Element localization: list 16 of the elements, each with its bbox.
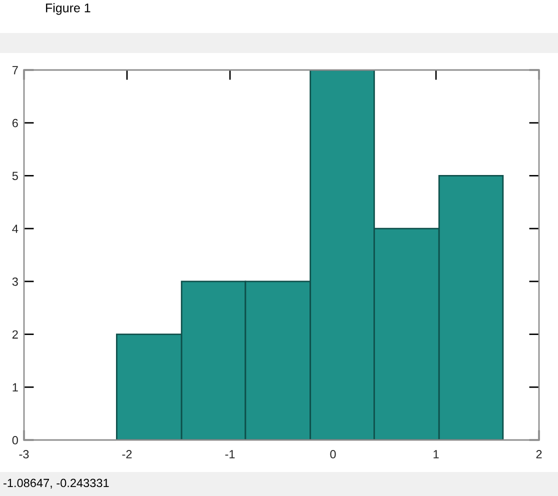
y-tick-label: 1 [12, 383, 18, 392]
y-tick-label: 7 [12, 66, 18, 74]
y-tick-label: 6 [12, 118, 18, 128]
x-tick-label: -1 [225, 450, 235, 458]
x-tick-label: 2 [536, 450, 542, 458]
y-tick-label: 5 [12, 172, 18, 180]
x-tick-label: 1 [434, 450, 439, 458]
x-tick-label: -2 [122, 450, 132, 458]
x-tick-label: -3 [19, 450, 29, 458]
y-tick-label: 2 [12, 330, 18, 339]
chart-title: Figure 1 [46, 3, 90, 15]
y-tick-label: 4 [12, 224, 18, 233]
text: -1.08647, -0.243331 [4, 478, 109, 489]
y-tick-label: 0 [12, 436, 18, 444]
y-tick-label: 3 [12, 277, 18, 286]
x-tick-label: 0 [330, 450, 336, 458]
